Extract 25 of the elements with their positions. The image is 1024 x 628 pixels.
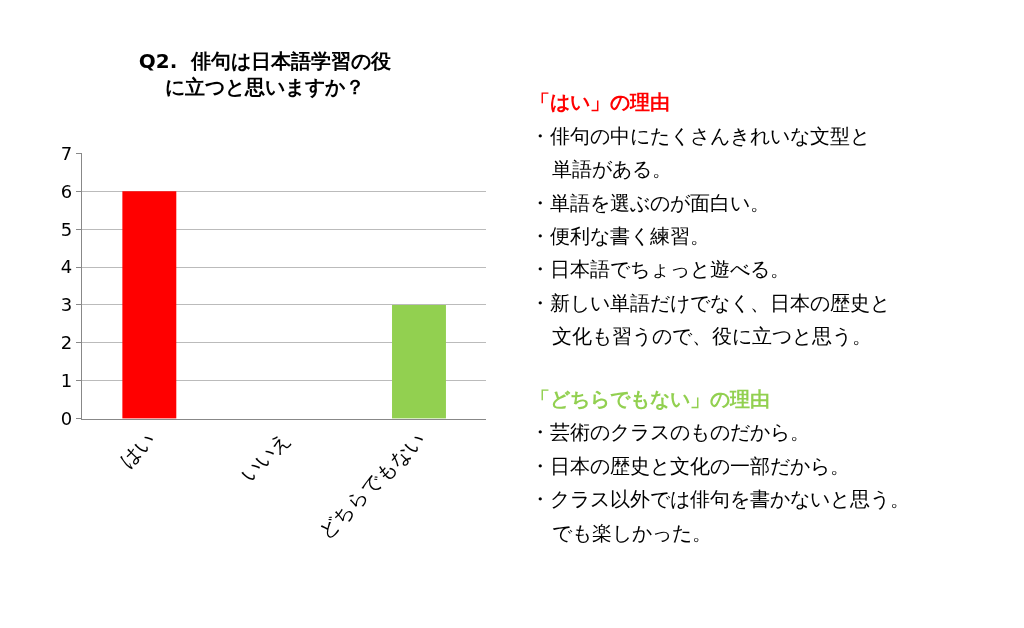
text: ・芸術のクラスのものだから。 (530, 420, 810, 444)
text: 「はい」の理由 (530, 90, 670, 114)
chart-title: Q2. 俳句は日本語学習の役に立つと思いますか？ (138, 49, 393, 99)
text: ・新しい単語だけでなく、日本の歴史と (530, 291, 890, 315)
text: ・日本の歴史と文化の一部だから。 (530, 454, 850, 478)
y-tick-label: 1 (60, 370, 73, 392)
text: ・クラス以外では俳句を書かないと思う。 (530, 487, 910, 511)
y-tick-label: 7 (60, 142, 73, 164)
x-tick-label: どちらでもない (313, 427, 430, 544)
y-tick-label: 6 (60, 180, 73, 202)
text: 文化も習うので、役に立つと思う。 (552, 324, 872, 348)
x-tick-label: はい (114, 427, 160, 473)
y-tick-label: 5 (60, 218, 73, 240)
text: ・日本語でちょっと遊べる。 (530, 257, 790, 281)
text: ・俳句の中にたくさんきれいな文型と (530, 124, 870, 148)
text: 「どちらでもない」の理由 (530, 387, 770, 411)
y-tick-label: 4 (60, 256, 73, 278)
y-tick-label: 2 (60, 332, 73, 354)
x-tick-label: いいえ (235, 427, 295, 487)
text: 単語がある。 (552, 157, 672, 181)
y-tick-label: 3 (60, 294, 73, 316)
text: ・単語を選ぶのが面白い。 (530, 191, 770, 215)
y-tick-label: 0 (60, 407, 73, 429)
text: でも楽しかった。 (552, 521, 712, 545)
text: ・便利な書く練習。 (530, 224, 710, 248)
